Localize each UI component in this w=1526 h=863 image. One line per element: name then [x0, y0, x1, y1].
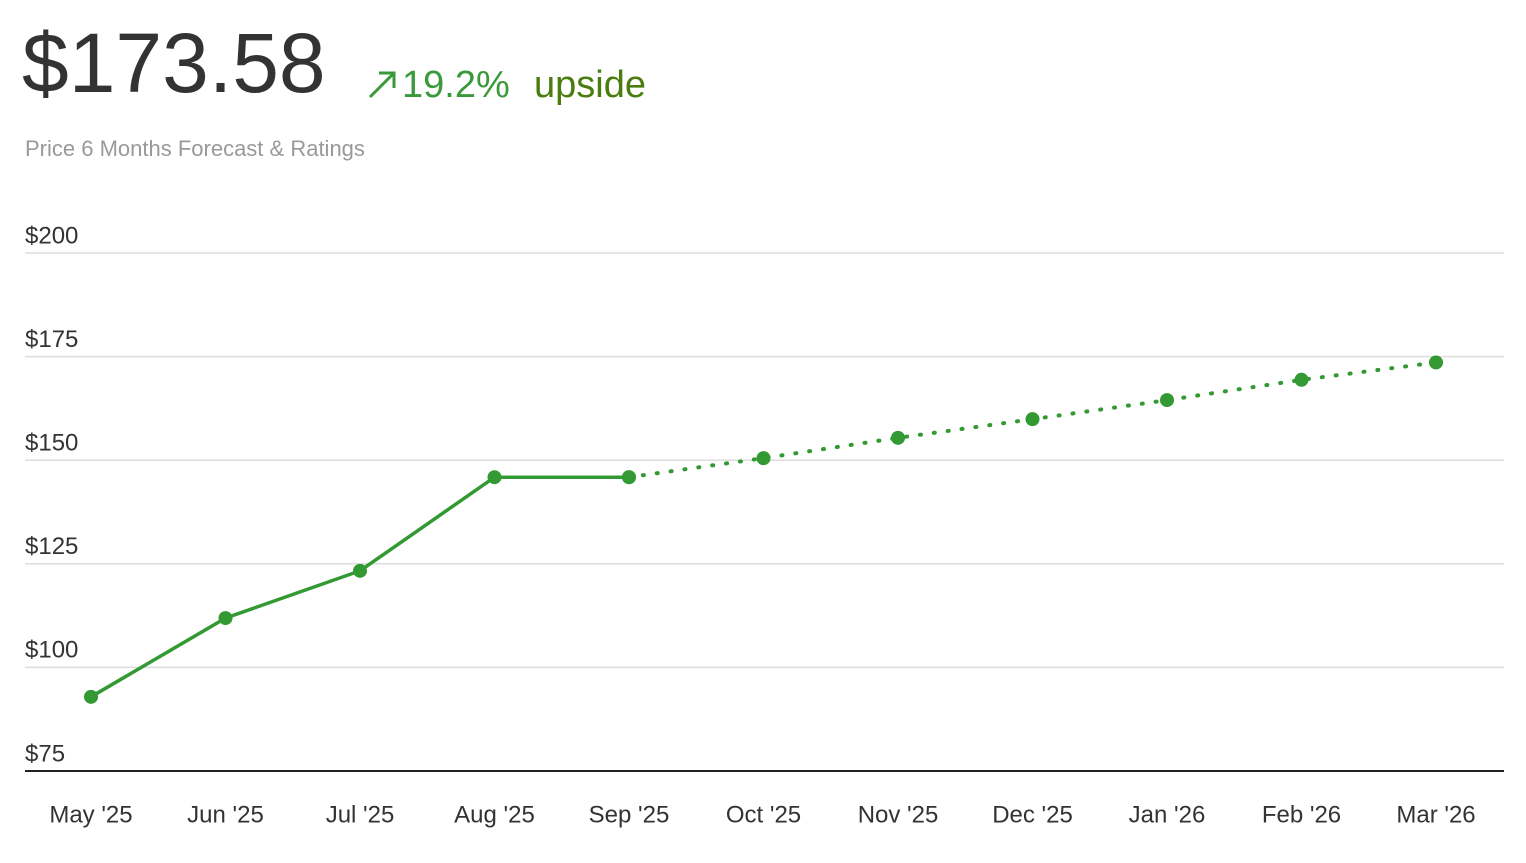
x-tick-label: Jan '26 [1129, 801, 1206, 828]
y-tick-label: $100 [25, 637, 78, 664]
point [1160, 393, 1174, 408]
x-tick-label: Nov '25 [858, 801, 939, 828]
point [756, 451, 771, 466]
point [84, 689, 98, 704]
x-tick-label: Jun '25 [187, 801, 264, 828]
x-tick-label: Sep '25 [589, 801, 670, 828]
point [1429, 355, 1443, 370]
x-tick-label: Feb '26 [1262, 801, 1341, 828]
up-arrow [368, 71, 396, 99]
point [487, 470, 502, 485]
series-line [89, 475, 631, 699]
point [353, 563, 367, 578]
subtitle: Price 6 Months Forecast & Ratings [25, 136, 365, 161]
y-tick-label: $200 [25, 222, 78, 249]
point [622, 470, 636, 485]
y-tick-label: $150 [25, 430, 78, 457]
y-tick-label: $125 [25, 533, 78, 560]
change: 19.2% [402, 64, 510, 106]
price: $173.58 [22, 16, 326, 110]
point [891, 430, 905, 445]
x-tick-label: Mar '26 [1396, 801, 1475, 828]
x-tick-label: Jul '25 [326, 801, 395, 828]
x-tick-label: Aug '25 [454, 801, 535, 828]
x-tick-label: Dec '25 [992, 801, 1073, 828]
x-tick-label: May '25 [49, 801, 132, 828]
y-tick-label: $75 [25, 740, 65, 767]
point [218, 611, 233, 626]
change-note: upside [534, 64, 646, 106]
x-tick-label: Oct '25 [726, 801, 801, 828]
point [1294, 372, 1309, 387]
point [1025, 412, 1040, 427]
y-tick-label: $175 [25, 326, 78, 353]
